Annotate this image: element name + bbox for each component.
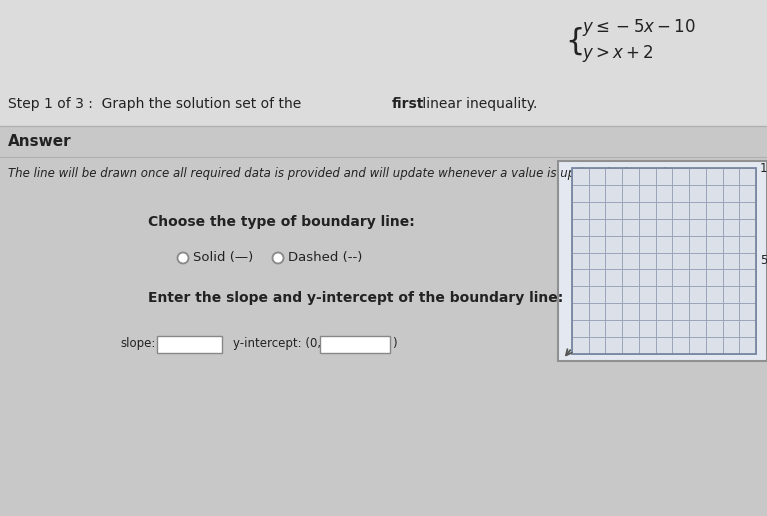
Text: The line will be drawn once all required data is provided and will update whenev: The line will be drawn once all required… [8, 168, 680, 181]
Text: 10: 10 [760, 162, 767, 174]
Circle shape [272, 252, 284, 264]
Text: Enter the slope and y-intercept of the boundary line:: Enter the slope and y-intercept of the b… [148, 291, 563, 305]
Bar [0, 126, 767, 516]
Text: $y > x + 2$: $y > x + 2$ [582, 43, 654, 64]
Text: $y \leq -5x - 10$: $y \leq -5x - 10$ [582, 18, 696, 39]
Text: $\{$: $\{$ [565, 25, 582, 57]
Text: slope:: slope: [120, 337, 156, 350]
Text: Solid (—): Solid (—) [193, 251, 253, 265]
Bar [572, 168, 756, 354]
FancyBboxPatch shape [320, 336, 390, 353]
Text: first: first [392, 97, 424, 111]
Text: 5: 5 [760, 254, 767, 267]
Text: linear inequality.: linear inequality. [418, 97, 538, 111]
Text: y-intercept: (0,: y-intercept: (0, [233, 337, 321, 350]
Bar [558, 161, 767, 361]
FancyBboxPatch shape [157, 336, 222, 353]
Text: Answer: Answer [8, 135, 71, 150]
Text: Choose the type of boundary line:: Choose the type of boundary line: [148, 215, 415, 229]
Text: Step 1 of 3 :  Graph the solution set of the: Step 1 of 3 : Graph the solution set of … [8, 97, 305, 111]
Bar [572, 168, 756, 354]
Text: ): ) [392, 337, 397, 350]
Bar [0, 0, 767, 126]
Text: Dashed (--): Dashed (--) [288, 251, 362, 265]
Circle shape [177, 252, 189, 264]
